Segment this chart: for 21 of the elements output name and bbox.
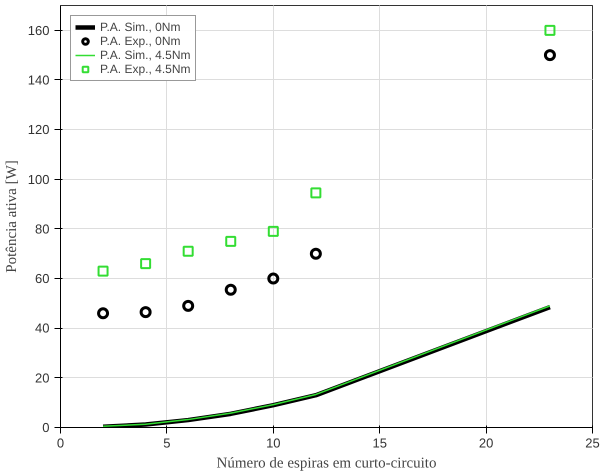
legend-label: P.A. Exp., 0Nm: [100, 34, 180, 48]
x-tick-label: 20: [478, 436, 494, 450]
x-axis-title: Número de espiras em curto-circuito: [216, 456, 436, 472]
y-tick-label: 140: [28, 72, 50, 88]
x-tick-label: 5: [163, 436, 171, 450]
x-tick-label: 25: [585, 436, 600, 450]
y-tick-label: 160: [28, 22, 50, 38]
legend-label: P.A. Sim., 0Nm: [100, 20, 180, 34]
legend-label: P.A. Exp., 4.5Nm: [100, 62, 190, 76]
y-tick-label: 80: [35, 221, 50, 236]
y-tick-label: 0: [42, 420, 50, 435]
y-tick-label: 100: [28, 172, 50, 187]
x-tick-label: 0: [56, 436, 64, 450]
x-tick-label: 15: [372, 436, 387, 450]
y-axis-title: Potência ativa [W]: [4, 160, 20, 273]
y-tick-label: 60: [35, 271, 50, 286]
y-tick-label: 120: [28, 122, 50, 138]
x-tick-label: 10: [266, 436, 281, 450]
y-tick-label: 20: [35, 370, 50, 386]
legend-label: P.A. Sim., 4.5Nm: [100, 48, 190, 62]
y-tick-label: 40: [35, 320, 50, 336]
